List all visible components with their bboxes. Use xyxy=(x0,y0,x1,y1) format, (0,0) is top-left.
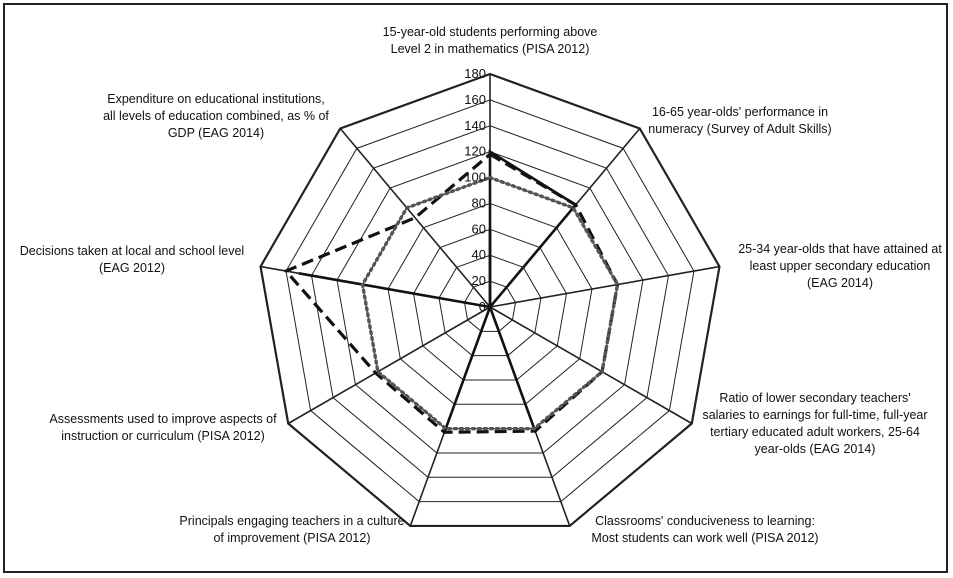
tick-label: 180 xyxy=(464,66,486,81)
tick-label: 120 xyxy=(464,144,486,159)
axis-label: 16-65 year-olds' performance in xyxy=(652,105,828,119)
tick-label: 20 xyxy=(472,273,486,288)
grid-ring xyxy=(285,99,695,503)
axis-label: all levels of education combined, as % o… xyxy=(103,109,329,123)
axis-label: numeracy (Survey of Adult Skills) xyxy=(648,122,831,136)
axis-label: 15-year-old students performing above xyxy=(383,25,598,39)
tick-label: 80 xyxy=(472,195,486,210)
axis-label: least upper secondary education xyxy=(750,259,931,273)
axis-label: Most students can work well (PISA 2012) xyxy=(591,531,818,545)
axis-label: Ratio of lower secondary teachers' xyxy=(719,391,910,405)
axis-labels: 15-year-old students performing above Lev… xyxy=(20,25,943,545)
axis-label: Classrooms' conduciveness to learning: xyxy=(595,514,815,528)
grid-ring xyxy=(259,72,721,528)
axis-spoke xyxy=(489,306,693,425)
series-solid-line xyxy=(298,229,537,433)
tick-label: 160 xyxy=(464,92,486,107)
axis-spoke xyxy=(339,127,491,308)
axis-label: GDP (EAG 2014) xyxy=(168,126,264,140)
axis-label: year-olds (EAG 2014) xyxy=(755,442,876,456)
grid-ring xyxy=(438,254,542,357)
grid-ring xyxy=(463,280,517,332)
series-dotted-line xyxy=(360,175,620,431)
axis-label: Decisions taken at local and school leve… xyxy=(20,244,244,258)
tick-label: 100 xyxy=(464,170,486,185)
chart-frame xyxy=(3,3,948,573)
grid-ring xyxy=(412,228,568,381)
tick-label: 60 xyxy=(472,221,486,236)
axis-label: instruction or curriculum (PISA 2012) xyxy=(61,429,265,443)
series-dashed-line xyxy=(283,152,620,434)
tick-label: 40 xyxy=(472,247,486,262)
axis-label: tertiary educated adult workers, 25-64 xyxy=(710,425,920,439)
axis-label: (EAG 2012) xyxy=(99,261,165,275)
axis-label: 25-34 year-olds that have attained at xyxy=(738,242,942,256)
axis-label: (EAG 2014) xyxy=(807,276,873,290)
grid-ring xyxy=(311,125,669,478)
axis-label: Assessments used to improve aspects of xyxy=(49,412,277,426)
axis-label: of improvement (PISA 2012) xyxy=(213,531,370,545)
tick-label: 140 xyxy=(464,118,486,133)
tick-label: 0 xyxy=(479,299,486,314)
grid-ring xyxy=(336,151,644,454)
axis-label: Level 2 in mathematics (PISA 2012) xyxy=(391,42,590,56)
radial-tick-labels: 0 20 40 60 80 100 120 140 160 180 xyxy=(464,66,486,314)
grid-ring xyxy=(387,202,593,405)
axis-spoke xyxy=(287,306,491,425)
axis-label: Principals engaging teachers in a cultur… xyxy=(179,514,404,528)
axis-label: Expenditure on educational institutions, xyxy=(107,92,325,106)
axis-label: salaries to earnings for full-time, full… xyxy=(702,408,927,422)
axis-spoke xyxy=(489,265,720,308)
radar-series xyxy=(283,149,620,434)
